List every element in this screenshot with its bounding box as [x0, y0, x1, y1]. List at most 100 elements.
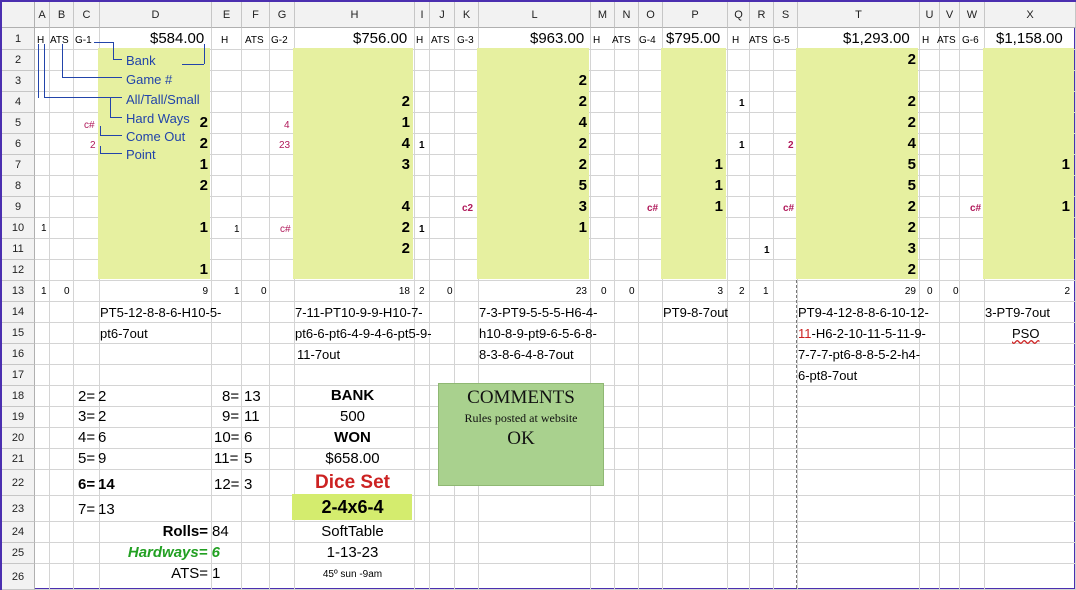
column-gridline — [429, 28, 430, 590]
row-header[interactable]: 24 — [2, 522, 35, 543]
g2-e13: 1 — [234, 286, 240, 297]
stat-3-val: 2 — [98, 408, 107, 425]
stat-6-val: 14 — [98, 476, 115, 493]
row-gridline — [35, 542, 1076, 543]
row-header[interactable]: 7 — [2, 155, 35, 176]
row-header[interactable]: 18 — [2, 386, 35, 407]
legend-line-point — [100, 146, 122, 154]
g1-d5: 2 — [199, 114, 208, 131]
g1-d12: 1 — [199, 261, 208, 278]
fill-dice-set-cell — [292, 494, 412, 520]
row-header[interactable]: 6 — [2, 134, 35, 155]
row-header[interactable]: 12 — [2, 260, 35, 281]
column-header[interactable]: O — [639, 2, 663, 28]
g5-s6: 2 — [788, 140, 794, 151]
g2-f13: 0 — [261, 286, 267, 297]
g1-d7: 1 — [199, 156, 208, 173]
g6-rolls-line2: PSO — [1012, 326, 1040, 341]
row-header[interactable]: 25 — [2, 543, 35, 564]
stat-5-val: 9 — [98, 450, 107, 467]
column-header[interactable]: T — [798, 2, 920, 28]
stat-9-key: 9= — [222, 408, 240, 425]
row-header[interactable]: 23 — [2, 496, 35, 522]
row-header[interactable]: 5 — [2, 113, 35, 134]
row-header[interactable]: 4 — [2, 92, 35, 113]
g2-e10: 1 — [234, 224, 240, 235]
column-header[interactable]: K — [455, 2, 479, 28]
column-header[interactable]: M — [591, 2, 615, 28]
column-header[interactable]: E — [212, 2, 242, 28]
column-header[interactable]: N — [615, 2, 639, 28]
row-header[interactable]: 19 — [2, 407, 35, 428]
g4-n13: 0 — [629, 286, 635, 297]
comments-line1: Rules posted at website — [464, 411, 578, 425]
g3-rolls-line3: 8-3-8-6-4-8-7out — [479, 347, 574, 362]
row-header[interactable]: 21 — [2, 449, 35, 470]
bank4-value: $795.00 — [666, 30, 721, 47]
row-header[interactable]: 3 — [2, 71, 35, 92]
g4-p13: 3 — [717, 286, 723, 297]
column-header[interactable]: C — [74, 2, 100, 28]
g5-t9: 2 — [907, 198, 916, 215]
stat-3-key: 3= — [78, 408, 96, 425]
g2-label: G-2 — [271, 35, 288, 46]
g2-g5: 4 — [284, 120, 290, 131]
column-gridline — [638, 28, 639, 590]
column-header[interactable]: G — [270, 2, 295, 28]
bank3-value: $963.00 — [530, 30, 585, 47]
column-header[interactable]: A — [35, 2, 50, 28]
g6-v13: 0 — [953, 286, 959, 297]
g5-t5: 2 — [907, 114, 916, 131]
g3-label: G-3 — [457, 35, 474, 46]
row-header[interactable]: 9 — [2, 197, 35, 218]
row-header[interactable]: 22 — [2, 470, 35, 496]
row-header[interactable]: 16 — [2, 344, 35, 365]
g5-t7: 5 — [907, 156, 916, 173]
column-header[interactable]: F — [242, 2, 270, 28]
column-header[interactable]: J — [430, 2, 455, 28]
row-header[interactable]: 20 — [2, 428, 35, 449]
h-label-6: H — [922, 35, 930, 46]
row-header[interactable]: 2 — [2, 50, 35, 71]
column-header[interactable]: V — [940, 2, 960, 28]
column-header[interactable]: W — [960, 2, 985, 28]
column-header[interactable]: P — [663, 2, 728, 28]
legend-line-hardways — [38, 44, 39, 98]
column-header[interactable]: U — [920, 2, 940, 28]
column-header[interactable]: B — [50, 2, 74, 28]
column-header[interactable]: H — [295, 2, 415, 28]
weather-note: 45º sun -9am — [322, 569, 383, 580]
column-header[interactable]: X — [985, 2, 1076, 28]
g5-r13: 1 — [763, 286, 769, 297]
column-gridline — [269, 28, 270, 590]
column-header[interactable]: S — [774, 2, 798, 28]
row-header[interactable]: 13 — [2, 281, 35, 302]
row-gridline — [35, 322, 1076, 323]
column-header[interactable]: D — [100, 2, 212, 28]
row-header[interactable]: 10 — [2, 218, 35, 239]
g1-comeout-mark: c# — [84, 120, 95, 131]
legend-line-bank-4 — [204, 44, 205, 64]
row-header[interactable]: 8 — [2, 176, 35, 197]
select-all-corner[interactable] — [2, 2, 35, 28]
row-header[interactable]: 14 — [2, 302, 35, 323]
bank5-value: $1,293.00 — [843, 30, 910, 47]
column-header[interactable]: L — [479, 2, 591, 28]
column-gridline — [773, 28, 774, 590]
row-header[interactable]: 11 — [2, 239, 35, 260]
g5-q13: 2 — [739, 286, 745, 297]
row-header[interactable]: 15 — [2, 323, 35, 344]
column-gridline — [984, 28, 985, 590]
g6-rolls-line1: 3-PT9-7out — [985, 305, 1051, 320]
comments-box[interactable]: COMMENTS Rules posted at website OK — [438, 383, 604, 486]
column-header[interactable]: Q — [728, 2, 750, 28]
g2-h9: 4 — [401, 198, 410, 215]
g1-d8: 2 — [199, 177, 208, 194]
row-header[interactable]: 1 — [2, 28, 35, 50]
dice-set-label: Dice Set — [315, 472, 390, 493]
row-header[interactable]: 26 — [2, 564, 35, 590]
row-header[interactable]: 17 — [2, 365, 35, 386]
column-header[interactable]: I — [415, 2, 430, 28]
column-header[interactable]: R — [750, 2, 774, 28]
stat-2-key: 2= — [78, 388, 96, 405]
